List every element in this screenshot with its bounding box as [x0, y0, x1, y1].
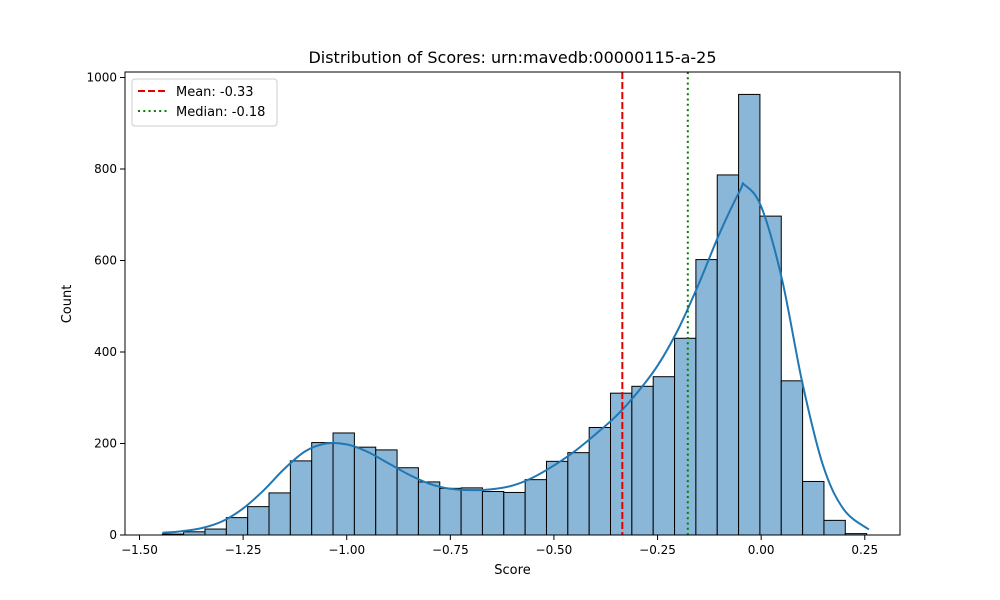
y-tick-label: 400: [94, 345, 117, 359]
y-axis-label: Count: [60, 285, 75, 324]
histogram-bar: [353, 446, 377, 536]
histogram-bar: [545, 460, 569, 536]
histogram-bar: [652, 376, 676, 536]
x-tick-label: −1.25: [225, 543, 262, 557]
y-tick-label: 0: [109, 528, 117, 542]
plot-frame: [124, 71, 901, 536]
histogram-bar: [247, 506, 270, 536]
histogram-bar: [823, 519, 846, 536]
x-tick-label: −1.00: [328, 543, 365, 557]
y-tick-label: 200: [94, 436, 117, 450]
histogram-bar: [268, 492, 291, 536]
histogram-bar: [503, 491, 526, 536]
histogram-bar: [289, 460, 313, 536]
histogram-bar: [204, 528, 227, 536]
histogram-bar: [460, 487, 483, 536]
x-tick-label: 0.25: [851, 543, 878, 557]
y-axis: 0 200 400 600 800 1000: [86, 70, 125, 542]
x-tick-label: −0.25: [639, 543, 676, 557]
histogram-bar: [311, 442, 334, 536]
histogram-bar: [481, 491, 505, 536]
histogram-bar: [225, 517, 249, 536]
legend-median-label: Median: -0.18: [176, 105, 265, 120]
kde-curve: [162, 182, 870, 534]
histogram-bar: [695, 259, 718, 536]
x-tick-label: −0.50: [536, 543, 573, 557]
x-axis: −1.50 −1.25 −1.00 −0.75 −0.50 −0.25 0.00 0.25: [121, 535, 878, 557]
legend: Mean: -0.33 Median: -0.18: [131, 78, 278, 127]
legend-box: [131, 78, 278, 127]
legend-mean-label: Mean: -0.33: [176, 85, 254, 100]
x-axis-label: Score: [494, 563, 530, 578]
chart-title: Distribution of Scores: urn:mavedb:00000…: [308, 48, 716, 67]
x-tick-label: 0.00: [748, 543, 775, 557]
histogram-bar: [802, 480, 825, 536]
histogram-bar: [674, 337, 697, 536]
histogram-bars: [161, 93, 868, 536]
histogram-bar: [738, 93, 761, 536]
histogram-bar: [588, 426, 612, 536]
histogram-bar: [332, 432, 355, 536]
y-tick-label: 600: [94, 253, 117, 267]
x-tick-label: −1.50: [121, 543, 158, 557]
y-tick-label: 1000: [86, 70, 117, 84]
histogram-bar: [631, 385, 654, 536]
histogram-bar: [780, 380, 804, 536]
histogram-bar: [417, 481, 441, 536]
y-tick-label: 800: [94, 162, 117, 176]
x-tick-label: −0.75: [432, 543, 469, 557]
reference-lines: [621, 72, 689, 535]
histogram-bar: [567, 452, 590, 536]
histogram-bar: [524, 479, 547, 536]
histogram-bar: [439, 487, 462, 536]
histogram-bar: [610, 392, 633, 536]
histogram-bar: [716, 174, 740, 536]
